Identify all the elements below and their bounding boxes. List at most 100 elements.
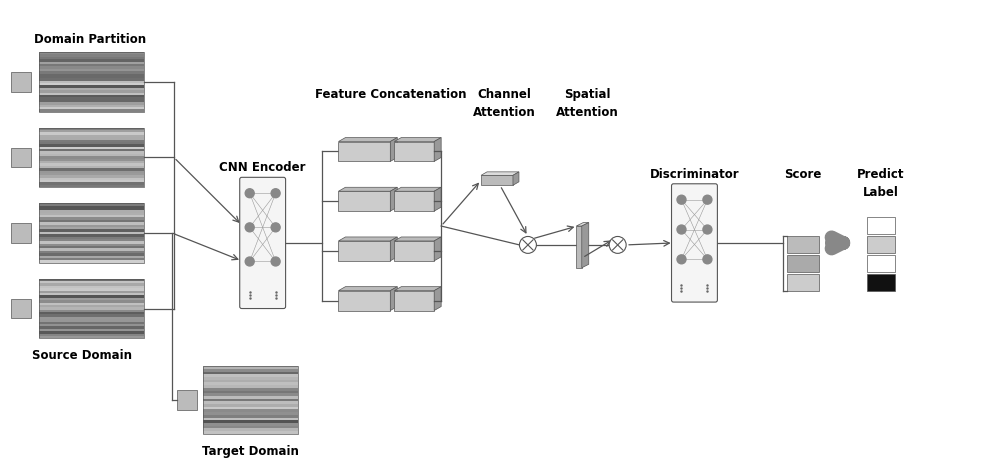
Bar [39, 322, 144, 325]
Circle shape [271, 257, 280, 266]
Polygon shape [434, 238, 441, 261]
Bar [39, 291, 144, 294]
Bar [39, 232, 144, 235]
Bar [39, 65, 144, 67]
Bar [39, 75, 144, 77]
Bar [867, 237, 895, 253]
Bar [39, 225, 144, 227]
Bar [39, 147, 144, 150]
Bar [39, 227, 144, 230]
Bar [39, 103, 144, 106]
Bar [39, 242, 144, 244]
Polygon shape [434, 138, 441, 162]
Bar [39, 53, 144, 56]
Bar [39, 60, 144, 63]
Bar [39, 282, 144, 284]
Bar [203, 388, 298, 391]
Bar [39, 157, 144, 159]
Bar [39, 164, 144, 166]
Bar [338, 142, 390, 162]
Bar [203, 382, 298, 385]
Bar [867, 218, 895, 234]
Bar [39, 94, 144, 96]
Bar [39, 296, 144, 298]
Bar [39, 211, 144, 213]
Bar [39, 58, 144, 60]
Bar [576, 226, 582, 268]
Bar [39, 329, 144, 332]
Bar [39, 235, 144, 237]
Bar [39, 251, 144, 254]
Bar [39, 106, 144, 108]
Bar [39, 98, 144, 100]
Bar [39, 327, 144, 329]
Text: Channel: Channel [477, 88, 531, 100]
Bar [203, 394, 298, 396]
Text: Predict: Predict [857, 168, 905, 181]
Circle shape [519, 237, 536, 254]
Bar [39, 131, 144, 133]
Bar [39, 294, 144, 296]
Bar [39, 261, 144, 263]
Bar [39, 213, 144, 216]
Bar [39, 53, 144, 113]
Bar [203, 391, 298, 394]
Bar [787, 274, 819, 291]
Polygon shape [582, 223, 589, 268]
Bar [39, 171, 144, 174]
Bar [11, 73, 31, 93]
Bar [39, 230, 144, 232]
Bar [39, 218, 144, 220]
Bar [39, 56, 144, 58]
Circle shape [609, 237, 626, 254]
Bar [203, 412, 298, 415]
Bar [39, 308, 144, 310]
Bar [39, 72, 144, 75]
Circle shape [245, 224, 254, 232]
Circle shape [245, 257, 254, 266]
Bar [39, 159, 144, 162]
Bar [203, 369, 298, 372]
Bar [39, 174, 144, 176]
Bar [39, 237, 144, 239]
Bar [394, 192, 434, 212]
Bar [203, 399, 298, 401]
Bar [39, 140, 144, 143]
Bar [11, 299, 31, 319]
Bar [203, 418, 298, 420]
Bar [39, 319, 144, 322]
Text: Score: Score [784, 168, 822, 181]
Polygon shape [434, 188, 441, 212]
Text: CNN Encoder: CNN Encoder [219, 161, 306, 174]
Bar [39, 128, 144, 188]
Bar [338, 192, 390, 212]
Polygon shape [338, 188, 397, 192]
Bar [39, 100, 144, 103]
Bar [39, 86, 144, 89]
Bar [39, 317, 144, 319]
Text: Label: Label [863, 185, 899, 198]
Polygon shape [394, 188, 441, 192]
Bar [39, 145, 144, 147]
Bar [39, 150, 144, 152]
Text: Spatial: Spatial [565, 88, 611, 100]
Bar [39, 244, 144, 247]
Text: Target Domain: Target Domain [202, 444, 299, 457]
Bar [39, 279, 144, 282]
Bar [177, 390, 197, 410]
Text: Attention: Attention [556, 106, 619, 119]
Bar [203, 423, 298, 426]
Bar [203, 396, 298, 399]
Bar [203, 428, 298, 431]
Bar [481, 176, 513, 186]
Bar [867, 274, 895, 291]
Circle shape [677, 196, 686, 205]
Polygon shape [390, 188, 397, 212]
Bar [39, 286, 144, 288]
Polygon shape [394, 238, 441, 241]
Bar [39, 336, 144, 338]
Bar [39, 303, 144, 305]
Bar [11, 148, 31, 168]
Bar [39, 313, 144, 315]
Bar [39, 254, 144, 256]
